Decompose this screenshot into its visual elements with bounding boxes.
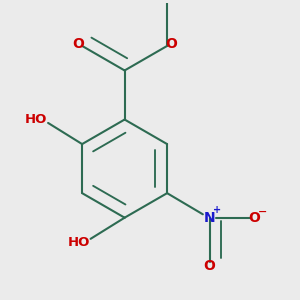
- Text: −: −: [258, 207, 267, 217]
- Text: O: O: [204, 259, 216, 273]
- Text: N: N: [204, 211, 215, 225]
- Text: HO: HO: [25, 113, 47, 126]
- Text: O: O: [72, 37, 84, 51]
- Text: +: +: [213, 205, 221, 215]
- Text: O: O: [248, 211, 260, 225]
- Text: O: O: [166, 37, 178, 51]
- Text: HO: HO: [68, 236, 90, 249]
